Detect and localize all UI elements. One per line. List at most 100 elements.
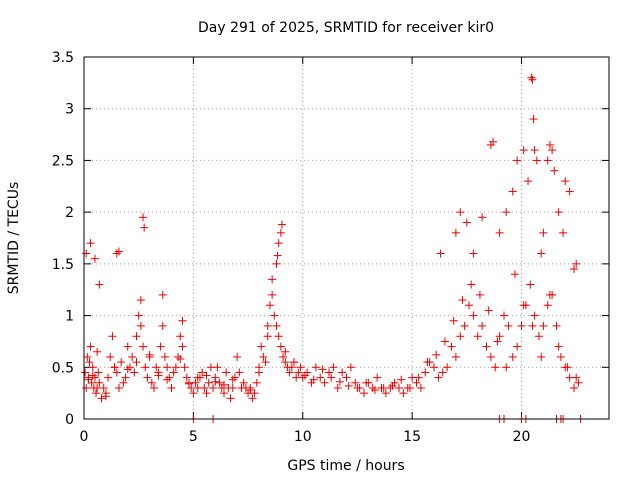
data-point bbox=[412, 378, 421, 387]
data-point bbox=[160, 352, 169, 361]
data-point bbox=[189, 389, 198, 398]
data-point bbox=[174, 352, 183, 361]
data-point bbox=[261, 358, 270, 367]
data-point bbox=[432, 350, 441, 359]
x-tick-label: 15 bbox=[403, 429, 421, 445]
data-point bbox=[233, 352, 242, 361]
data-point bbox=[95, 378, 104, 387]
data-point bbox=[373, 373, 382, 382]
data-point bbox=[539, 228, 548, 237]
data-point bbox=[230, 373, 239, 382]
data-point bbox=[526, 280, 535, 289]
data-point bbox=[539, 321, 548, 330]
data-point bbox=[117, 358, 126, 367]
data-point bbox=[563, 363, 572, 372]
data-point bbox=[213, 363, 222, 372]
data-point bbox=[83, 352, 92, 361]
data-point bbox=[150, 383, 158, 392]
data-point bbox=[277, 220, 286, 229]
data-point bbox=[469, 249, 478, 258]
data-point bbox=[543, 156, 552, 165]
data-point bbox=[556, 352, 565, 361]
data-point bbox=[143, 373, 152, 382]
data-point bbox=[423, 358, 432, 367]
data-point bbox=[147, 378, 156, 387]
data-point bbox=[574, 378, 583, 387]
data-point bbox=[169, 368, 178, 377]
data-point bbox=[145, 350, 154, 359]
data-point bbox=[154, 371, 163, 380]
data-point bbox=[272, 259, 281, 268]
data-point bbox=[125, 363, 134, 372]
data-point bbox=[451, 228, 460, 237]
data-point bbox=[309, 375, 318, 384]
x-tick-label: 5 bbox=[189, 429, 198, 445]
y-tick-label: 2.5 bbox=[52, 153, 74, 169]
data-point bbox=[86, 342, 95, 351]
data-point bbox=[440, 337, 449, 346]
x-tick-label: 20 bbox=[513, 429, 531, 445]
data-point bbox=[180, 363, 189, 372]
data-point bbox=[532, 156, 541, 165]
data-point bbox=[368, 383, 377, 392]
data-point bbox=[559, 228, 568, 237]
data-point bbox=[491, 363, 500, 372]
y-tick-label: 3.5 bbox=[52, 50, 74, 66]
data-point bbox=[276, 342, 285, 351]
data-point bbox=[320, 378, 329, 387]
data-point bbox=[379, 383, 388, 392]
data-point bbox=[182, 373, 191, 382]
data-point bbox=[115, 383, 123, 392]
data-point bbox=[342, 373, 351, 382]
data-point bbox=[508, 187, 517, 196]
data-point bbox=[235, 368, 244, 377]
data-point bbox=[158, 290, 167, 299]
data-point bbox=[263, 321, 272, 330]
data-point bbox=[85, 358, 94, 367]
data-point bbox=[300, 371, 309, 380]
data-point bbox=[152, 363, 161, 372]
data-points bbox=[81, 73, 585, 423]
data-point bbox=[561, 177, 570, 186]
data-point bbox=[550, 166, 559, 175]
data-point bbox=[528, 321, 537, 330]
data-point bbox=[443, 363, 452, 372]
data-point bbox=[493, 337, 502, 346]
data-point bbox=[381, 389, 390, 398]
data-point bbox=[108, 332, 117, 341]
data-point bbox=[508, 352, 517, 361]
data-point bbox=[572, 259, 581, 268]
data-point bbox=[530, 146, 539, 155]
data-point bbox=[537, 249, 546, 258]
chart-title: Day 291 of 2025, SRMTID for receiver kir… bbox=[198, 20, 494, 36]
data-point bbox=[465, 301, 473, 310]
data-point bbox=[436, 249, 445, 258]
data-point bbox=[484, 306, 493, 315]
data-point bbox=[478, 213, 487, 222]
data-point bbox=[290, 358, 298, 367]
data-point bbox=[228, 375, 237, 384]
data-point bbox=[456, 332, 465, 341]
data-point bbox=[204, 378, 213, 387]
data-point bbox=[99, 383, 108, 392]
data-point bbox=[215, 378, 224, 387]
data-point bbox=[430, 363, 438, 372]
data-point bbox=[255, 368, 263, 377]
data-point bbox=[527, 73, 536, 82]
data-point bbox=[163, 363, 172, 372]
data-point bbox=[191, 378, 200, 387]
x-axis-label: GPS time / hours bbox=[287, 458, 404, 474]
data-point bbox=[504, 321, 513, 330]
data-point bbox=[171, 363, 180, 372]
data-point bbox=[489, 137, 498, 146]
data-point bbox=[346, 363, 355, 372]
data-point bbox=[458, 296, 467, 305]
data-point bbox=[178, 342, 187, 351]
data-point bbox=[88, 363, 97, 372]
data-point bbox=[495, 332, 504, 341]
data-point bbox=[528, 75, 537, 84]
data-point bbox=[202, 389, 211, 398]
data-point bbox=[344, 381, 353, 390]
data-point bbox=[388, 381, 397, 390]
data-point bbox=[104, 373, 113, 382]
